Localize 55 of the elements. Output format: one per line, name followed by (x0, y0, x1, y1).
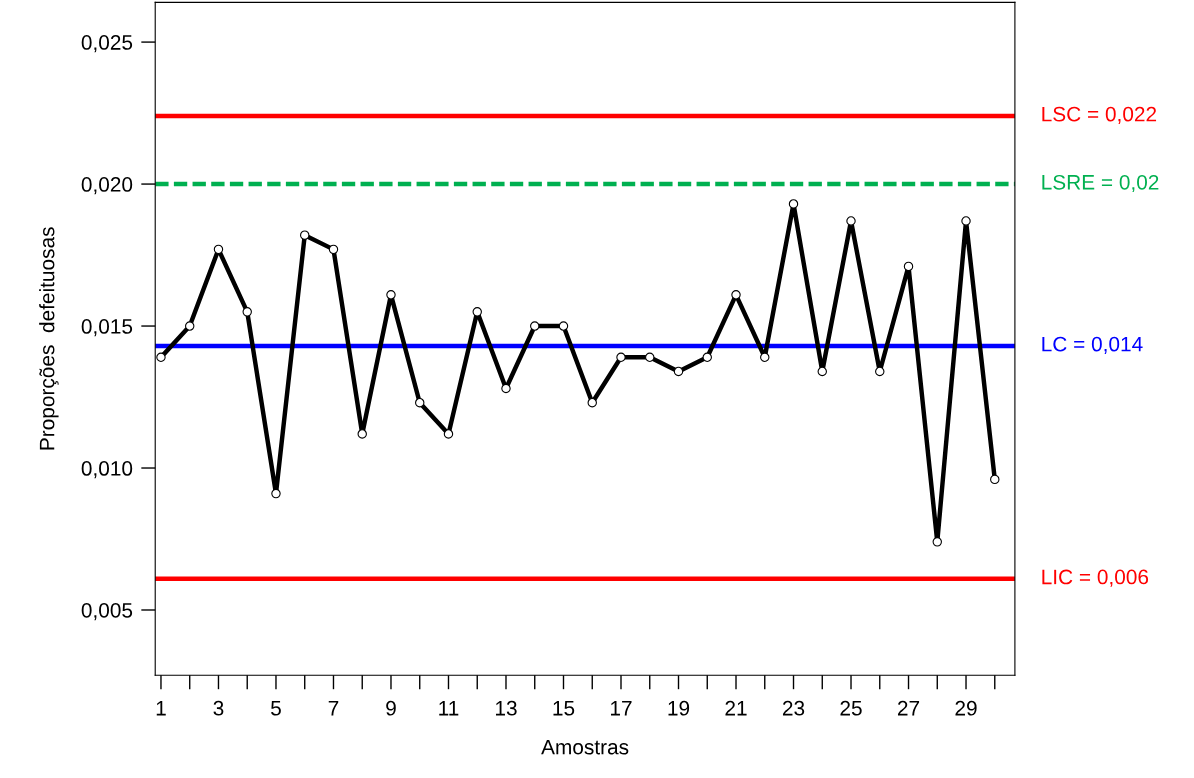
point (903, 261, 914, 272)
y-tick-label: 0,015 (81, 319, 133, 337)
x-tick-label: 13 (496, 700, 517, 716)
point (213, 244, 224, 255)
point (616, 352, 626, 362)
x-tick-label: 21 (725, 700, 747, 716)
point (587, 397, 597, 408)
x-tick-label: 23 (782, 700, 805, 716)
y-tick-label: 0,010 (81, 461, 133, 479)
point (530, 321, 540, 331)
ref-line-label: LC = 0,014 (1042, 336, 1143, 354)
point (300, 230, 310, 240)
y-tick-label: 0,020 (81, 177, 133, 195)
point (185, 321, 195, 331)
ref-line-label: LIC = 0,006 (1042, 569, 1149, 587)
x-tick-label: 17 (611, 701, 632, 716)
point (645, 352, 655, 362)
point (731, 290, 741, 300)
point (242, 307, 252, 317)
point (702, 352, 712, 362)
point (271, 488, 281, 499)
point (415, 397, 425, 408)
x-tick-label: 25 (840, 700, 862, 716)
x-tick-label: 1 (156, 701, 166, 716)
y-tick-label: 0,025 (81, 35, 133, 53)
x-tick-label: 5 (271, 701, 281, 716)
point (472, 307, 482, 317)
x-axis-title: Amostras (541, 739, 629, 755)
ref-line-label: LSRE = 0,02 (1042, 174, 1159, 193)
point (328, 244, 339, 255)
point (990, 474, 1000, 485)
point (357, 429, 367, 439)
point (846, 216, 856, 226)
x-tick-label: 15 (553, 701, 575, 716)
point (443, 429, 454, 439)
point (961, 216, 971, 226)
x-tick-label: 9 (386, 700, 396, 716)
y-axis-title: Proporções defeituosas (39, 227, 59, 450)
x-tick-label: 7 (328, 701, 339, 716)
x-tick-label: 27 (897, 700, 920, 716)
point (788, 199, 799, 209)
y-tick-label: 0,005 (81, 603, 133, 621)
point (156, 352, 166, 362)
point (558, 321, 569, 331)
x-tick-label: 11 (439, 701, 459, 716)
point (932, 537, 942, 547)
x-tick-label: 19 (668, 700, 690, 716)
ref-line-label: LSC = 0,022 (1042, 106, 1157, 124)
x-tick-label: 29 (955, 700, 977, 716)
point (673, 366, 684, 377)
point (760, 352, 770, 362)
point (817, 366, 827, 377)
point (875, 366, 885, 377)
x-tick-label: 3 (213, 700, 224, 716)
point (386, 290, 396, 300)
